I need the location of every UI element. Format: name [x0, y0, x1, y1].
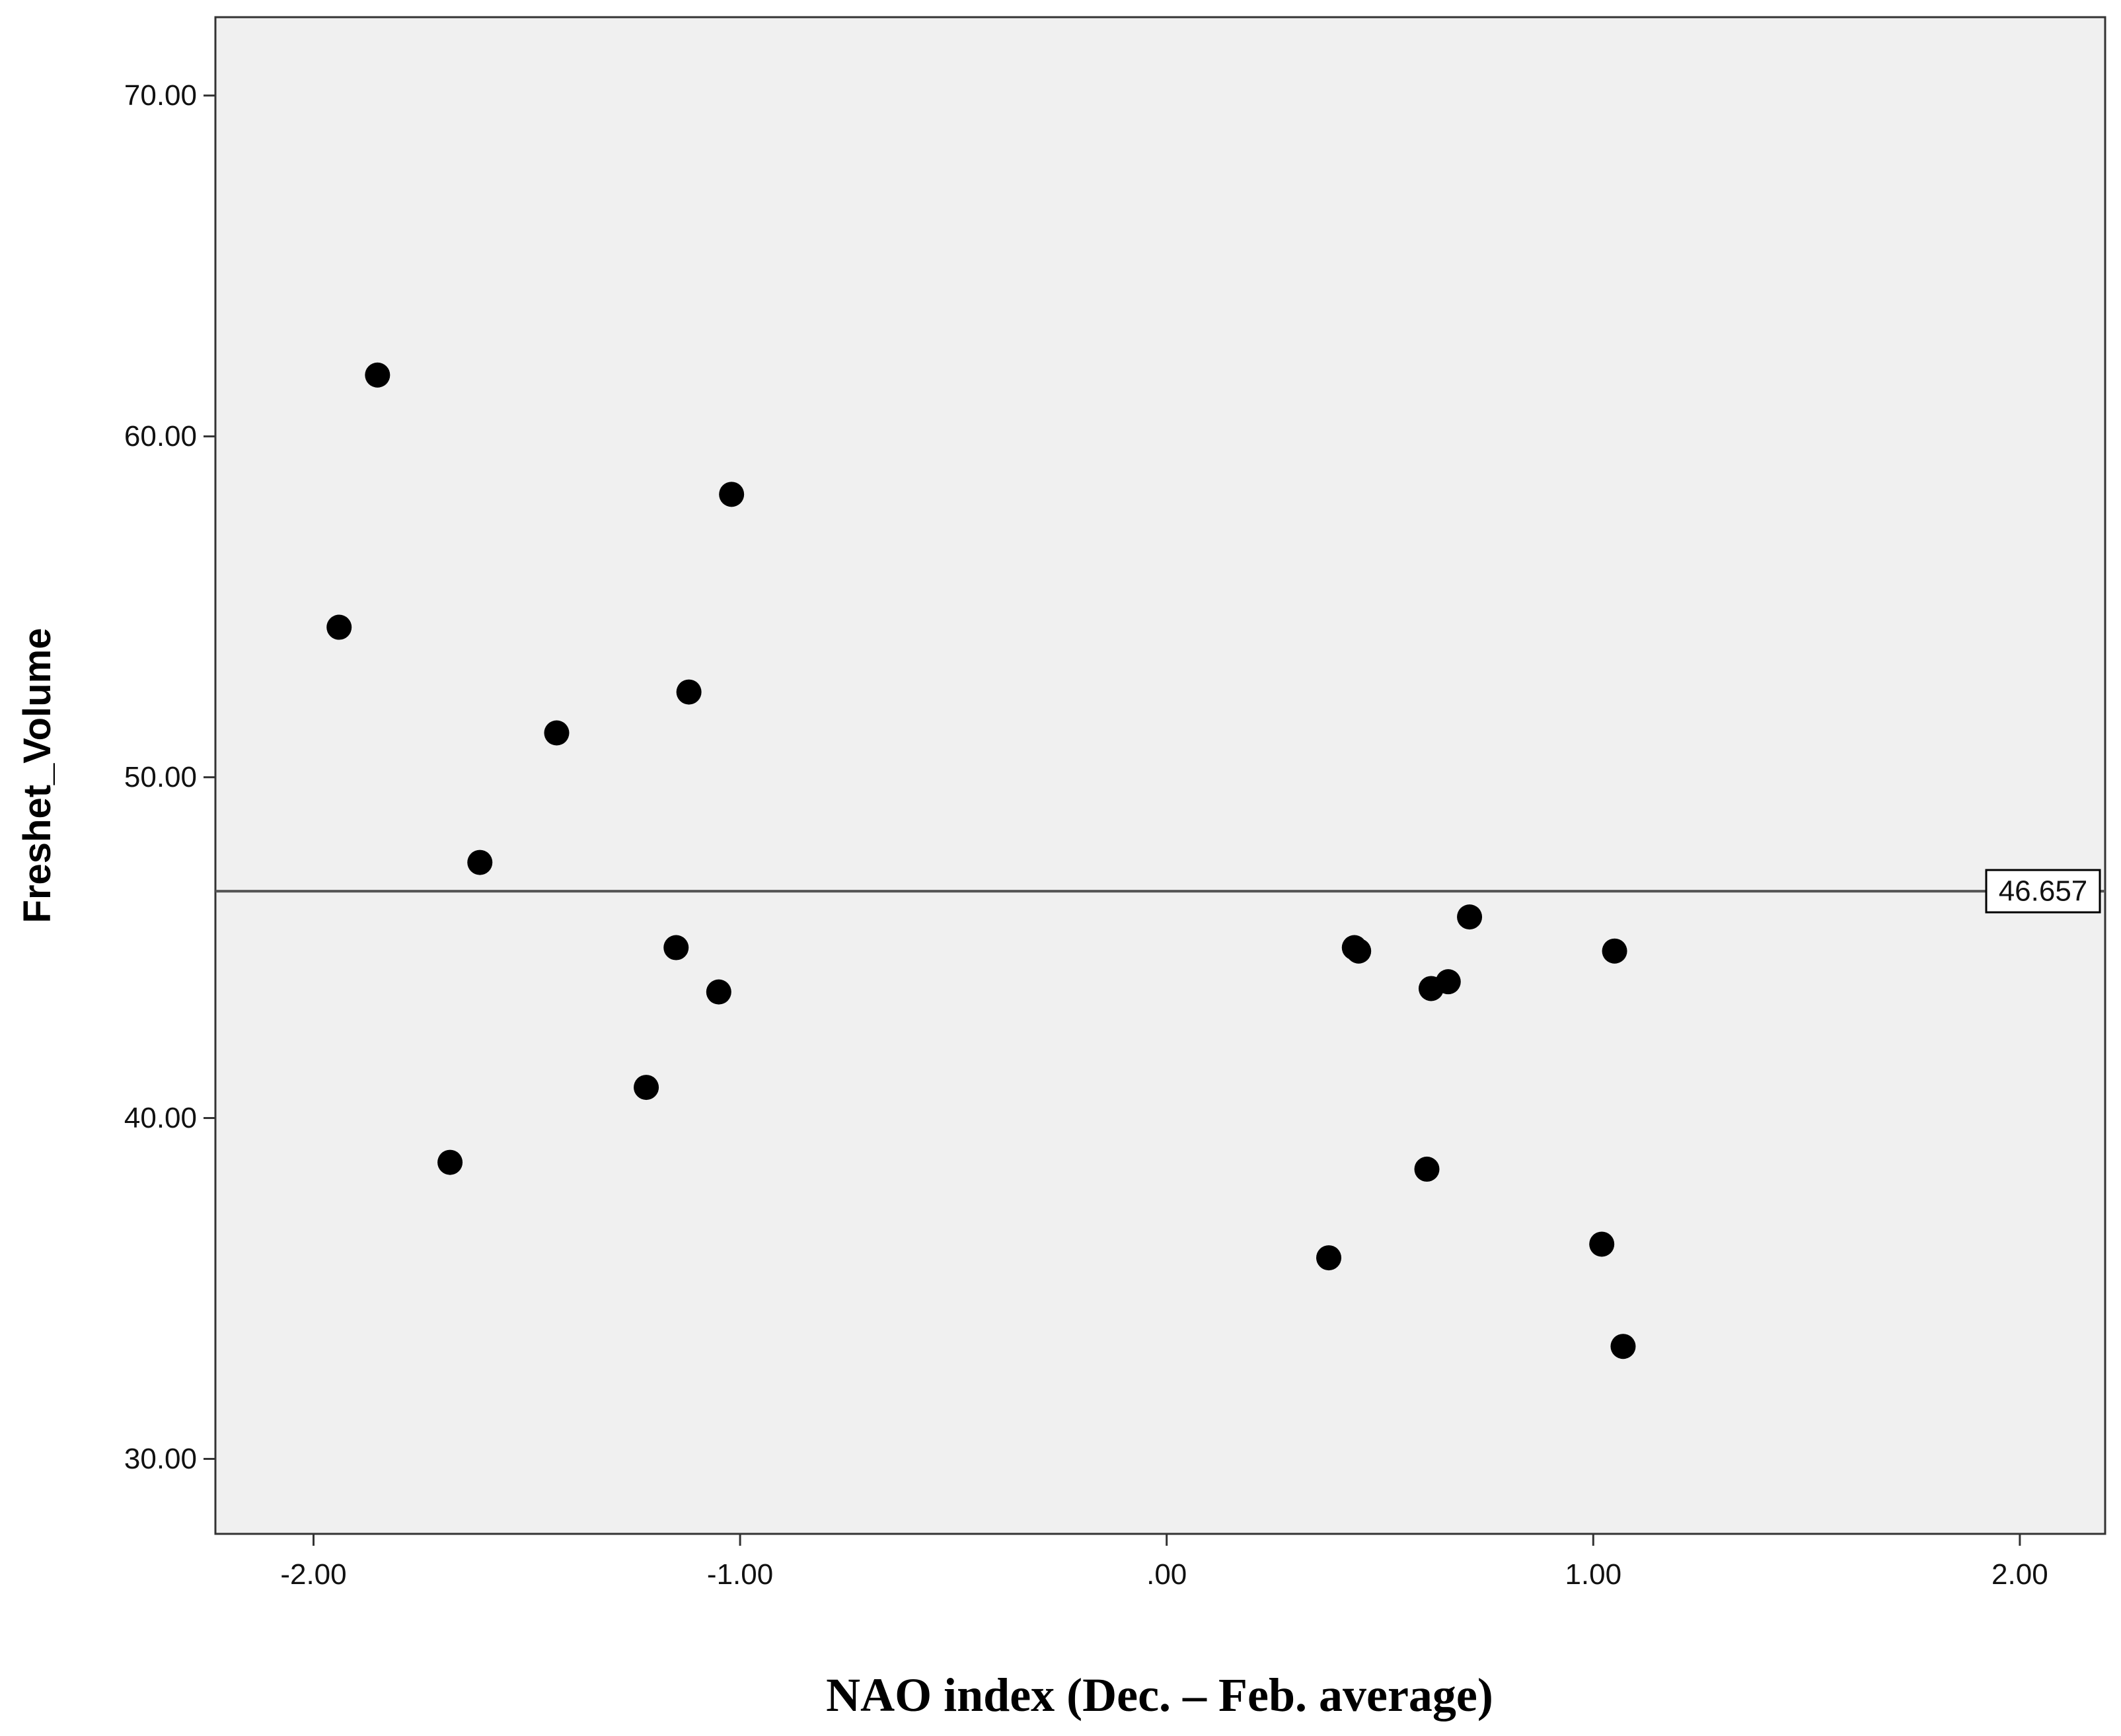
data-point: [1435, 969, 1461, 995]
y-tick-label: 30.00: [124, 1443, 197, 1475]
data-point: [634, 1075, 659, 1101]
data-point: [1602, 938, 1627, 964]
reference-line-label: 46.657: [1985, 869, 2101, 914]
y-tick-label: 40.00: [124, 1102, 197, 1134]
y-tick-label: 50.00: [124, 761, 197, 793]
data-point: [1316, 1245, 1342, 1271]
x-tick-label: 2.00: [1991, 1558, 2048, 1591]
x-axis-label: NAO index (Dec. – Feb. average): [826, 1669, 1493, 1721]
data-point: [326, 614, 352, 640]
data-point: [1610, 1334, 1636, 1359]
reference-line-label-box: [1985, 869, 2101, 914]
data-point: [1457, 904, 1483, 930]
data-point: [437, 1149, 463, 1175]
plot-area: [214, 16, 2106, 1535]
x-tick-label: .00: [1146, 1558, 1187, 1591]
data-point: [1414, 1156, 1440, 1182]
data-point: [365, 362, 391, 388]
x-tick-label: -2.00: [280, 1558, 346, 1591]
data-point: [676, 679, 702, 705]
y-tick-label: 70.00: [124, 79, 197, 112]
data-points: [326, 362, 1636, 1359]
data-point: [1346, 938, 1372, 964]
x-tick-label: 1.00: [1565, 1558, 1621, 1591]
y-axis: 30.00 40.00 50.00 60.00 70.00: [124, 79, 215, 1475]
data-point: [544, 720, 570, 746]
data-point: [706, 979, 731, 1005]
x-axis: -2.00 -1.00 .00 1.00 2.00: [280, 1534, 2048, 1591]
y-axis-label: Freshet_Volume: [16, 628, 59, 923]
data-point: [719, 482, 745, 507]
data-point: [467, 850, 493, 875]
data-point: [663, 935, 689, 960]
y-tick-label: 60.00: [124, 420, 197, 452]
data-point: [1589, 1231, 1615, 1257]
x-tick-label: -1.00: [707, 1558, 773, 1591]
reference-line-value: 46.657: [1999, 875, 2088, 908]
